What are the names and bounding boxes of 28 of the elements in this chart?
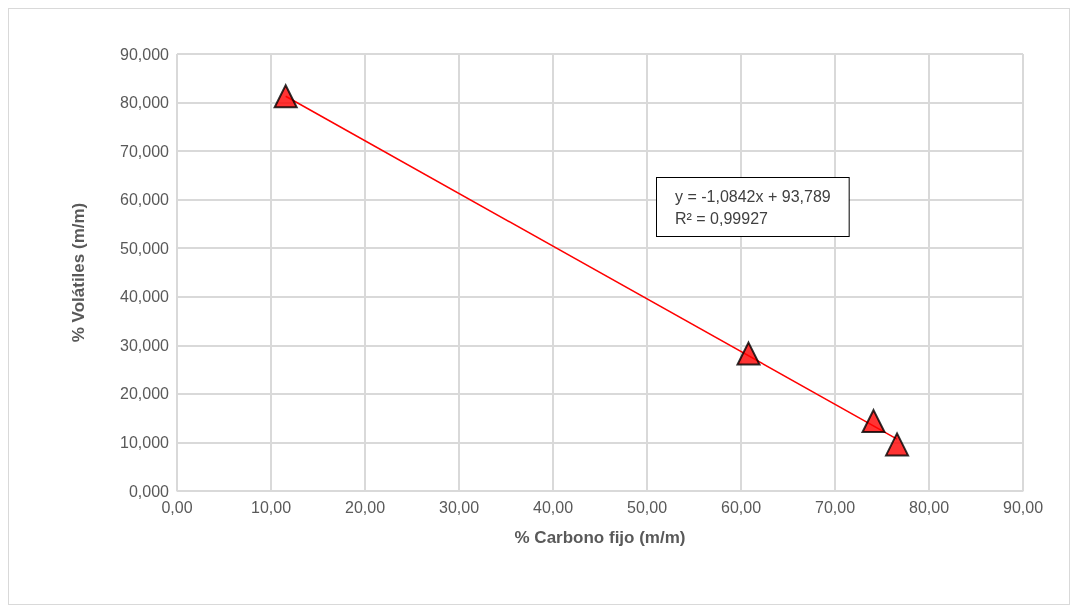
x-tick-label: 20,00: [344, 498, 386, 516]
x-tick-label: 50,00: [626, 498, 668, 516]
y-tick-label: 40,000: [120, 288, 170, 306]
point: [861, 409, 886, 434]
y-tick-label: 90,000: [120, 45, 170, 63]
y-tick-label: 20,000: [120, 385, 170, 403]
y-tick-label: 60,000: [120, 191, 170, 209]
y-axis-title: % Volátiles (m/m): [69, 202, 88, 343]
x-tick-label: 70,00: [814, 498, 856, 516]
annotation: y = -1,0842x + 93,789: [675, 187, 831, 205]
x-axis-title: % Carbono fijo (m/m): [514, 528, 686, 547]
x-tick-label: 80,00: [908, 498, 950, 516]
point: [736, 341, 761, 366]
point: [273, 84, 298, 109]
y-tick-label: 70,000: [120, 142, 170, 160]
y-tick-label: 0,000: [128, 482, 170, 500]
x-tick-label: 30,00: [438, 498, 480, 516]
annotation: R² = 0,99927: [675, 209, 769, 227]
y-tick-label: 30,000: [120, 336, 170, 354]
x-tick-label: 0,00: [161, 498, 193, 516]
y-tick-label: 80,000: [120, 94, 170, 112]
x-tick-label: 60,00: [720, 498, 762, 516]
y-tick-label: 10,000: [120, 433, 170, 451]
point: [885, 432, 910, 457]
x-tick-label: 40,00: [532, 498, 574, 516]
x-tick-label: 90,00: [1002, 498, 1044, 516]
y-tick-label: 50,000: [120, 239, 170, 257]
x-tick-label: 10,00: [250, 498, 292, 516]
